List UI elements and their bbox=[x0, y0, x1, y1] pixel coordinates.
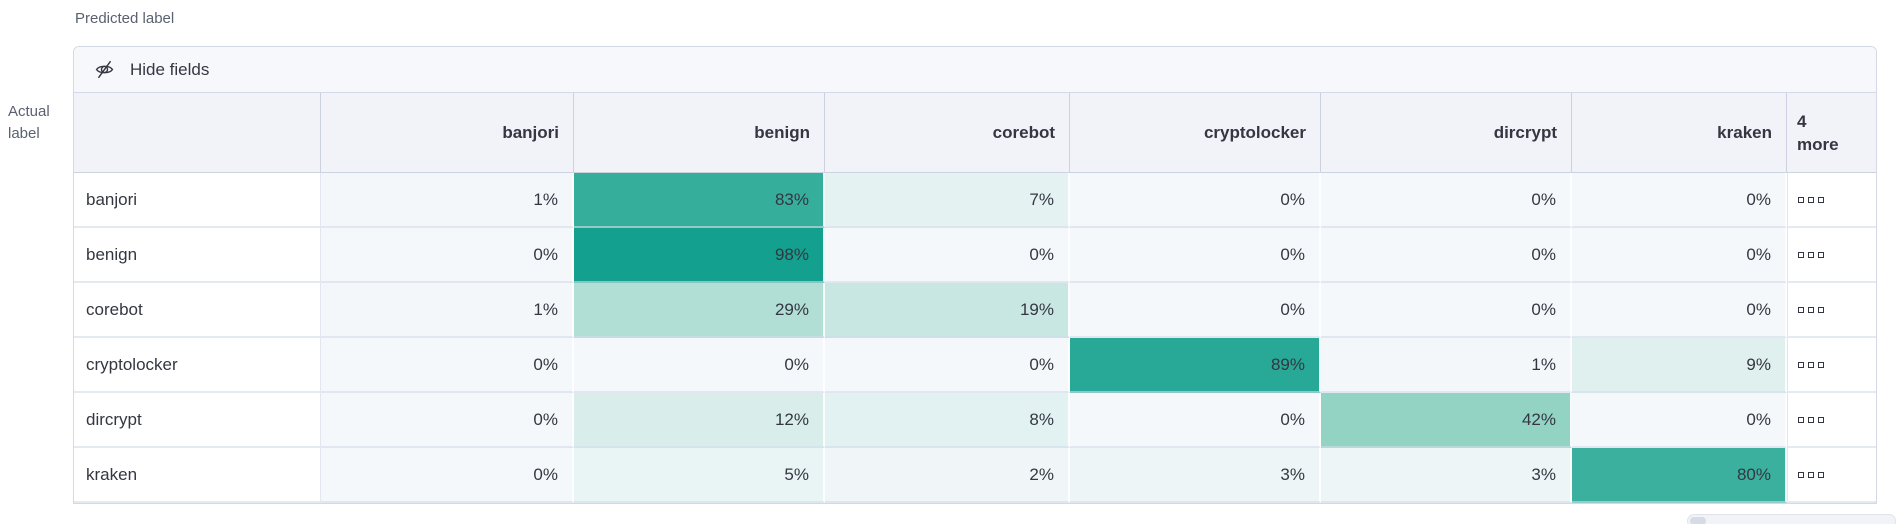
matrix-cell-corebot-kraken: 0% bbox=[1572, 283, 1787, 338]
row-label-cryptolocker: cryptolocker bbox=[74, 338, 321, 393]
boxes-horizontal-icon bbox=[1808, 196, 1814, 203]
column-header-banjori[interactable]: banjori bbox=[321, 93, 574, 173]
matrix-cell-kraken-dircrypt: 3% bbox=[1321, 448, 1572, 503]
column-header-kraken[interactable]: kraken bbox=[1572, 93, 1787, 173]
matrix-cell-banjori-cryptolocker: 0% bbox=[1070, 173, 1321, 228]
matrix-cell-dircrypt-dircrypt: 42% bbox=[1321, 393, 1572, 448]
boxes-horizontal-icon bbox=[1808, 416, 1814, 423]
eye-closed-icon bbox=[95, 60, 114, 79]
matrix-cell-benign-kraken: 0% bbox=[1572, 228, 1787, 283]
boxes-horizontal-icon bbox=[1818, 471, 1824, 478]
matrix-cell-dircrypt-benign: 12% bbox=[574, 393, 825, 448]
boxes-horizontal-icon bbox=[1798, 471, 1804, 478]
hide-fields-button[interactable]: Hide fields bbox=[74, 47, 1876, 93]
matrix-cell-benign-banjori: 0% bbox=[321, 228, 574, 283]
boxes-horizontal-icon bbox=[1808, 306, 1814, 313]
row-label-banjori: banjori bbox=[74, 173, 321, 228]
matrix-cell-kraken-cryptolocker: 3% bbox=[1070, 448, 1321, 503]
boxes-horizontal-icon bbox=[1808, 361, 1814, 368]
more-values-cell-benign[interactable] bbox=[1787, 228, 1876, 283]
matrix-cell-kraken-benign: 5% bbox=[574, 448, 825, 503]
matrix-cell-kraken-kraken: 80% bbox=[1572, 448, 1787, 503]
matrix-cell-banjori-benign: 83% bbox=[574, 173, 825, 228]
more-values-cell-cryptolocker[interactable] bbox=[1787, 338, 1876, 393]
matrix-cell-benign-benign: 98% bbox=[574, 228, 825, 283]
matrix-cell-benign-cryptolocker: 0% bbox=[1070, 228, 1321, 283]
matrix-cell-kraken-corebot: 2% bbox=[825, 448, 1070, 503]
boxes-horizontal-icon bbox=[1798, 251, 1804, 258]
row-label-benign: benign bbox=[74, 228, 321, 283]
matrix-cell-cryptolocker-corebot: 0% bbox=[825, 338, 1070, 393]
matrix-cell-corebot-corebot: 19% bbox=[825, 283, 1070, 338]
boxes-horizontal-icon bbox=[1818, 416, 1824, 423]
more-values-cell-corebot[interactable] bbox=[1787, 283, 1876, 338]
actual-axis-label-line2: label bbox=[8, 125, 40, 142]
more-values-cell-kraken[interactable] bbox=[1787, 448, 1876, 503]
column-header-more-label: 4 more bbox=[1797, 111, 1839, 154]
hide-fields-label: Hide fields bbox=[130, 59, 210, 79]
matrix-cell-cryptolocker-banjori: 0% bbox=[321, 338, 574, 393]
matrix-cell-corebot-dircrypt: 0% bbox=[1321, 283, 1572, 338]
boxes-horizontal-icon bbox=[1798, 196, 1804, 203]
boxes-horizontal-icon bbox=[1818, 251, 1824, 258]
boxes-horizontal-icon bbox=[1798, 416, 1804, 423]
matrix-cell-cryptolocker-kraken: 9% bbox=[1572, 338, 1787, 393]
matrix-cell-benign-dircrypt: 0% bbox=[1321, 228, 1572, 283]
matrix-cell-banjori-kraken: 0% bbox=[1572, 173, 1787, 228]
boxes-horizontal-icon bbox=[1818, 196, 1824, 203]
matrix-cell-banjori-banjori: 1% bbox=[321, 173, 574, 228]
matrix-cell-banjori-dircrypt: 0% bbox=[1321, 173, 1572, 228]
confusion-matrix-grid: banjori benign corebot cryptolocker dircrypt… bbox=[74, 93, 1876, 503]
horizontal-scrollbar-thumb[interactable] bbox=[1690, 517, 1706, 524]
predicted-axis-label: Predicted label bbox=[75, 10, 175, 27]
column-header-benign[interactable]: benign bbox=[574, 93, 825, 173]
matrix-cell-dircrypt-cryptolocker: 0% bbox=[1070, 393, 1321, 448]
matrix-cell-dircrypt-corebot: 8% bbox=[825, 393, 1070, 448]
more-values-cell-banjori[interactable] bbox=[1787, 173, 1876, 228]
matrix-cell-cryptolocker-cryptolocker: 89% bbox=[1070, 338, 1321, 393]
matrix-cell-banjori-corebot: 7% bbox=[825, 173, 1070, 228]
horizontal-scrollbar[interactable] bbox=[1687, 514, 1896, 524]
actual-axis-label: Actual label bbox=[8, 101, 60, 145]
boxes-horizontal-icon bbox=[1818, 306, 1824, 313]
matrix-cell-corebot-banjori: 1% bbox=[321, 283, 574, 338]
boxes-horizontal-icon bbox=[1798, 361, 1804, 368]
column-header-more[interactable]: 4 more bbox=[1787, 93, 1876, 173]
matrix-cell-dircrypt-banjori: 0% bbox=[321, 393, 574, 448]
matrix-cell-corebot-cryptolocker: 0% bbox=[1070, 283, 1321, 338]
boxes-horizontal-icon bbox=[1818, 361, 1824, 368]
row-label-dircrypt: dircrypt bbox=[74, 393, 321, 448]
confusion-matrix-panel: Hide fields banjori benign corebot cryptolo… bbox=[73, 46, 1877, 504]
matrix-cell-corebot-benign: 29% bbox=[574, 283, 825, 338]
matrix-cell-dircrypt-kraken: 0% bbox=[1572, 393, 1787, 448]
boxes-horizontal-icon bbox=[1808, 251, 1814, 258]
column-header-cryptolocker[interactable]: cryptolocker bbox=[1070, 93, 1321, 173]
matrix-cell-cryptolocker-dircrypt: 1% bbox=[1321, 338, 1572, 393]
row-label-kraken: kraken bbox=[74, 448, 321, 503]
more-values-cell-dircrypt[interactable] bbox=[1787, 393, 1876, 448]
matrix-cell-kraken-banjori: 0% bbox=[321, 448, 574, 503]
row-label-corebot: corebot bbox=[74, 283, 321, 338]
corner-header-cell bbox=[74, 93, 321, 173]
boxes-horizontal-icon bbox=[1798, 306, 1804, 313]
column-header-dircrypt[interactable]: dircrypt bbox=[1321, 93, 1572, 173]
actual-axis-label-line1: Actual bbox=[8, 103, 50, 120]
column-header-corebot[interactable]: corebot bbox=[825, 93, 1070, 173]
matrix-cell-benign-corebot: 0% bbox=[825, 228, 1070, 283]
boxes-horizontal-icon bbox=[1808, 471, 1814, 478]
matrix-cell-cryptolocker-benign: 0% bbox=[574, 338, 825, 393]
